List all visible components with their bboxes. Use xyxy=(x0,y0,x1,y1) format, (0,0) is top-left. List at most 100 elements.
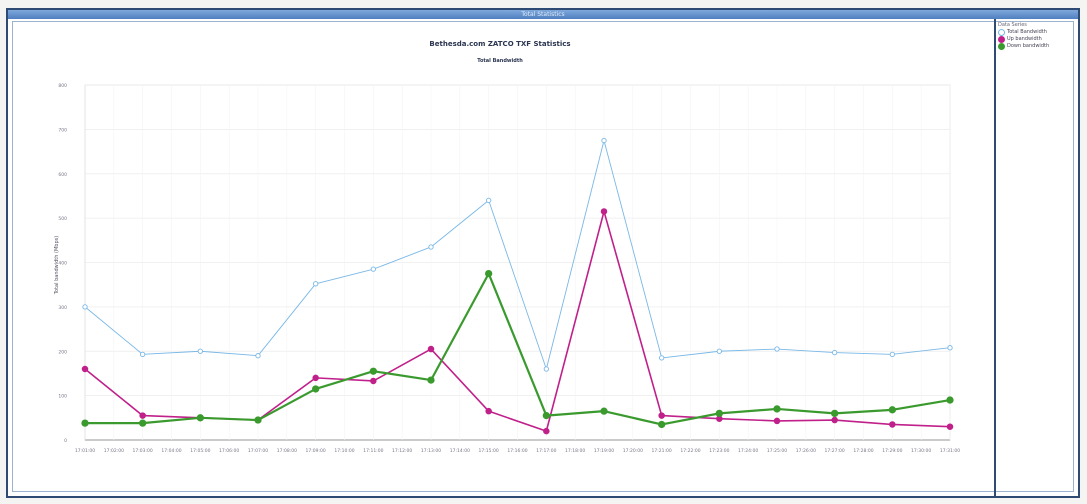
x-tick-label: 17:14:00 xyxy=(450,448,470,454)
x-tick-label: 17:09:00 xyxy=(306,448,326,454)
y-axis-label: Total bandwidth (Mbps) xyxy=(54,236,60,295)
y-tick-label: 300 xyxy=(58,305,67,311)
data-point xyxy=(312,374,319,382)
x-tick-label: 17:16:00 xyxy=(507,448,527,454)
data-point xyxy=(601,137,607,144)
x-tick-label: 17:22:00 xyxy=(680,448,700,454)
data-point xyxy=(427,345,435,353)
x-tick-label: 17:20:00 xyxy=(623,448,643,454)
x-tick-label: 17:01:00 xyxy=(75,448,95,454)
legend-item-total[interactable]: Total Bandwidth xyxy=(998,29,1072,36)
data-point xyxy=(773,417,781,425)
data-point xyxy=(658,412,665,419)
data-point xyxy=(428,244,434,250)
data-point xyxy=(196,414,204,422)
data-point xyxy=(716,348,722,354)
x-tick-label: 17:08:00 xyxy=(277,448,297,454)
data-point xyxy=(543,427,550,435)
data-point xyxy=(312,385,320,393)
x-tick-label: 17:31:00 xyxy=(940,448,960,454)
legend-title: Data Series xyxy=(998,22,1027,28)
data-point xyxy=(255,353,261,359)
data-point xyxy=(715,409,723,418)
data-point xyxy=(543,366,549,372)
data-point xyxy=(831,409,839,418)
panel-divider[interactable] xyxy=(994,19,996,496)
y-tick-label: 200 xyxy=(58,349,67,355)
legend-item-down[interactable]: Down bandwidth xyxy=(998,43,1072,50)
data-point xyxy=(485,407,492,415)
legend-label-total: Total Bandwidth xyxy=(1007,29,1047,35)
data-point xyxy=(427,376,435,384)
data-point xyxy=(774,346,780,352)
data-point xyxy=(140,351,146,358)
data-point xyxy=(600,407,608,415)
y-tick-label: 700 xyxy=(58,127,67,133)
data-point xyxy=(313,281,319,287)
legend-item-up[interactable]: Up bandwidth xyxy=(998,36,1072,43)
data-point xyxy=(370,266,376,272)
x-tick-label: 17:21:00 xyxy=(652,448,672,454)
x-tick-label: 17:04:00 xyxy=(161,448,181,454)
data-point xyxy=(659,355,665,361)
legend-label-up: Up bandwidth xyxy=(1007,36,1042,42)
plot-area: 0 100 200 300 400 500 600 700 800 17:01:00 17:02:0… xyxy=(58,83,960,454)
x-tick-label: 17:24:00 xyxy=(738,448,758,454)
x-tick-label: 17:13:00 xyxy=(421,448,441,454)
x-tick-label: 17:29:00 xyxy=(882,448,902,454)
x-tick-label: 17:18:00 xyxy=(565,448,585,454)
y-tick-label: 0 xyxy=(64,438,67,444)
data-point xyxy=(197,348,203,354)
data-point xyxy=(888,406,896,414)
legend-swatch-total xyxy=(998,29,1005,36)
x-tick-label: 17:03:00 xyxy=(133,448,153,454)
data-point xyxy=(946,423,954,430)
data-point xyxy=(485,269,493,278)
x-tick-label: 17:26:00 xyxy=(796,448,816,454)
data-point xyxy=(773,405,781,413)
data-point xyxy=(542,411,550,420)
x-tick-label: 17:25:00 xyxy=(767,448,787,454)
x-tick-label: 17:10:00 xyxy=(334,448,354,454)
legend-swatch-up xyxy=(998,36,1005,43)
window-title: Total Statistics xyxy=(521,11,565,18)
y-tick-label: 600 xyxy=(58,172,67,178)
data-point xyxy=(369,367,377,375)
x-tick-label: 17:30:00 xyxy=(911,448,931,454)
chart-legend: Data Series Total Bandwidth Up bandwidth… xyxy=(998,22,1072,50)
x-tick-label: 17:06:00 xyxy=(219,448,239,454)
data-point xyxy=(600,208,608,215)
data-point xyxy=(81,419,89,427)
series-line xyxy=(84,140,951,370)
data-point xyxy=(889,421,896,428)
legend-label-down: Down bandwidth xyxy=(1007,43,1050,49)
x-tick-label: 17:15:00 xyxy=(479,448,499,454)
data-point xyxy=(139,412,146,419)
x-tick-label: 17:17:00 xyxy=(536,448,556,454)
y-tick-label: 800 xyxy=(58,83,67,89)
x-tick-label: 17:12:00 xyxy=(392,448,412,454)
data-point xyxy=(832,349,838,356)
x-tick-label: 17:07:00 xyxy=(248,448,268,454)
y-tick-label: 400 xyxy=(58,261,67,267)
data-point xyxy=(81,365,89,373)
x-tick-label: 17:23:00 xyxy=(709,448,729,454)
data-point xyxy=(486,197,492,204)
data-point xyxy=(889,351,895,358)
data-point xyxy=(946,396,954,404)
legend-swatch-down xyxy=(998,43,1005,50)
x-tick-label: 17:11:00 xyxy=(363,448,383,454)
data-point xyxy=(947,345,953,351)
data-point xyxy=(831,416,838,424)
x-tick-label: 17:02:00 xyxy=(104,448,124,454)
y-tick-label: 500 xyxy=(58,216,67,222)
window-title-bar[interactable]: Total Statistics xyxy=(8,10,1078,19)
chart-title: Bethesda.com ZATCO TXF Statistics xyxy=(429,40,570,48)
chart-subtitle: Total Bandwidth xyxy=(477,58,523,64)
x-tick-label: 17:27:00 xyxy=(825,448,845,454)
data-point xyxy=(658,420,666,429)
x-tick-label: 17:19:00 xyxy=(594,448,614,454)
series-line xyxy=(85,272,951,426)
data-point xyxy=(254,416,262,424)
